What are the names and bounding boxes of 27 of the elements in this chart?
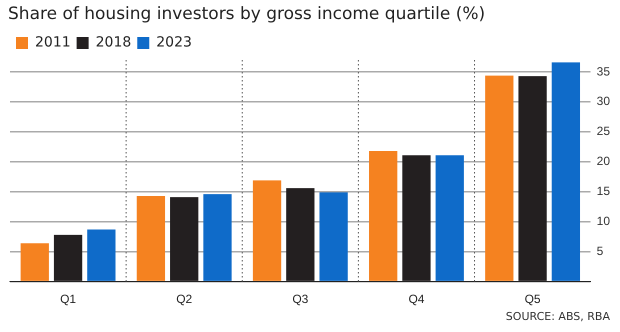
- bar: [203, 194, 232, 281]
- bar: [369, 151, 398, 281]
- y-tick-label: 5: [596, 244, 604, 258]
- bar: [485, 76, 514, 281]
- bar: [552, 62, 580, 281]
- y-tick-label: 35: [596, 64, 610, 78]
- y-tick-label: 20: [596, 154, 610, 168]
- bar: [436, 155, 464, 281]
- legend-label: 2011: [35, 34, 71, 51]
- source-note: SOURCE: ABS, RBA: [506, 310, 610, 323]
- x-tick-label: Q4: [408, 292, 425, 306]
- bar: [20, 243, 49, 281]
- y-tick-label: 30: [596, 94, 610, 108]
- x-tick-label: Q3: [292, 292, 309, 306]
- bar: [87, 229, 116, 281]
- y-tick-label: 10: [596, 214, 610, 228]
- y-tick-label: 25: [596, 124, 610, 138]
- x-tick-label: Q1: [60, 292, 76, 306]
- chart-title: Share of housing investors by gross income quartile (%): [8, 4, 486, 24]
- x-tick-label: Q2: [176, 292, 193, 306]
- x-tick-label: Q5: [524, 292, 541, 306]
- legend-label: 2023: [156, 34, 192, 51]
- y-tick-label: 15: [596, 184, 610, 198]
- legend-label: 2018: [96, 34, 132, 51]
- bar: [319, 192, 348, 281]
- bar: [252, 180, 282, 281]
- bar: [136, 196, 166, 281]
